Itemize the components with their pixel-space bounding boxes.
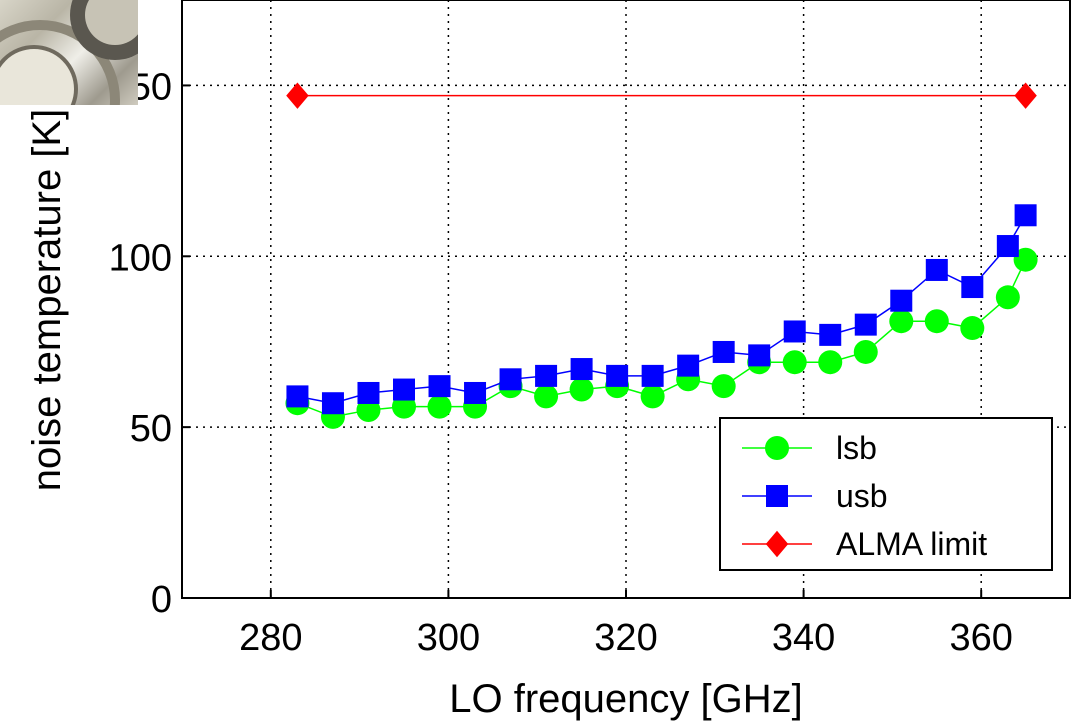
legend-entry: lsb xyxy=(742,430,877,466)
legend-entry: usb xyxy=(742,478,888,514)
legend-label: lsb xyxy=(836,430,877,466)
data-point xyxy=(535,364,558,387)
data-point xyxy=(748,344,771,367)
data-point xyxy=(677,354,700,377)
data-point xyxy=(641,364,664,387)
data-point xyxy=(464,381,487,404)
x-tick-label: 280 xyxy=(239,617,302,659)
x-tick-label: 320 xyxy=(594,617,657,659)
y-tick-label: 100 xyxy=(109,237,172,279)
series-line xyxy=(297,259,1027,418)
data-point xyxy=(996,235,1019,258)
data-point xyxy=(1014,82,1037,109)
y-tick-label: 0 xyxy=(151,579,172,621)
series-lsb xyxy=(285,247,1038,429)
data-point xyxy=(570,358,593,381)
x-tick-label: 300 xyxy=(417,617,480,659)
mixer-photo xyxy=(0,0,138,105)
data-point xyxy=(1013,247,1038,272)
data-point xyxy=(889,309,914,334)
data-point xyxy=(960,316,985,341)
x-tick-label: 360 xyxy=(949,617,1012,659)
data-point xyxy=(890,289,913,312)
legend-label: ALMA limit xyxy=(836,526,987,562)
data-point xyxy=(499,368,522,391)
data-point xyxy=(1014,204,1037,227)
legend-marker xyxy=(766,485,788,507)
data-point xyxy=(924,309,949,334)
series-alma-limit xyxy=(286,82,1037,109)
data-point xyxy=(427,394,452,419)
x-axis-label: LO frequency [GHz] xyxy=(449,677,802,721)
data-point xyxy=(428,375,451,398)
legend-marker xyxy=(765,530,789,558)
data-point xyxy=(853,339,878,364)
legend-label: usb xyxy=(836,478,888,514)
data-point xyxy=(356,398,381,423)
data-point xyxy=(357,381,380,404)
data-point xyxy=(854,313,877,336)
y-axis-label: noise temperature [K] xyxy=(25,109,69,491)
data-point xyxy=(783,320,806,343)
x-tick-label: 340 xyxy=(772,617,835,659)
data-point xyxy=(286,385,309,408)
legend-marker xyxy=(765,436,789,460)
series-layer xyxy=(285,82,1038,429)
data-point xyxy=(711,374,736,399)
data-point xyxy=(534,384,559,409)
data-point xyxy=(819,323,842,346)
data-point xyxy=(640,384,665,409)
data-point xyxy=(995,285,1020,310)
data-point xyxy=(782,350,807,375)
data-point xyxy=(321,392,344,415)
legend-entry: ALMA limit xyxy=(742,526,987,562)
data-point xyxy=(392,394,416,419)
data-point xyxy=(925,258,948,281)
data-point xyxy=(818,350,843,375)
legend: lsb usb ALMA limit xyxy=(719,417,1053,571)
data-point xyxy=(606,364,629,387)
data-point xyxy=(712,340,735,363)
series-usb xyxy=(286,204,1037,415)
data-point xyxy=(961,276,984,299)
series-line xyxy=(297,214,1027,404)
data-point xyxy=(286,82,309,109)
data-point xyxy=(393,378,415,401)
data-point xyxy=(569,377,594,402)
y-tick-label: 50 xyxy=(130,408,172,450)
